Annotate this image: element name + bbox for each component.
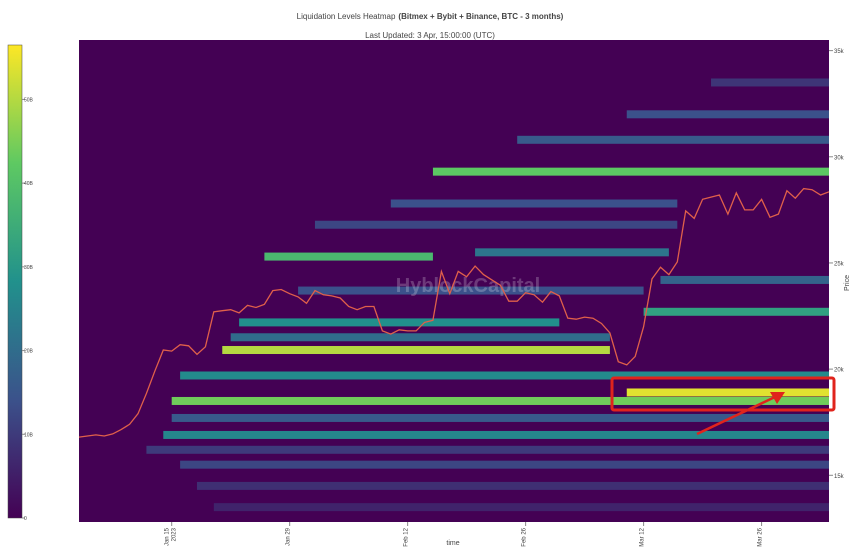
- x-tick-label: Feb 12: [404, 527, 410, 546]
- heat-cell: [298, 286, 644, 295]
- chart-title-group: Liquidation Levels Heatmap (Bitmex + Bybi…: [297, 12, 564, 21]
- heat-cell: [239, 318, 560, 327]
- heat-cell: [222, 346, 610, 355]
- heat-cell: [314, 220, 678, 229]
- heat-cell: [390, 199, 678, 208]
- x-tick-label: Mar 26: [758, 527, 764, 546]
- heat-cell: [711, 78, 829, 87]
- arrow-head: [770, 392, 785, 404]
- heat-cell: [171, 396, 829, 405]
- y-tick-label: 30k: [834, 155, 845, 161]
- heat-cell: [146, 445, 830, 454]
- heat-cell: [517, 135, 829, 144]
- heat-cell: [180, 460, 829, 469]
- x-tick-label: Jan 152023: [165, 527, 178, 546]
- plot-area: HyblockCapital: [78, 40, 830, 522]
- colorbar-tick-label: 40B: [24, 181, 34, 187]
- heat-cell: [626, 110, 829, 119]
- colorbar-tick-label: 0: [24, 516, 27, 522]
- heat-cell: [230, 333, 610, 342]
- heat-cell: [643, 307, 829, 316]
- x-tick-label: Mar 12: [640, 527, 646, 546]
- colorbar-tick-label: 10B: [24, 432, 34, 438]
- colorbar-tick-label: 50B: [24, 97, 34, 103]
- y-tick-label: 20k: [834, 368, 845, 374]
- heat-cell: [475, 248, 669, 257]
- colorbar-tick-label: 20B: [24, 349, 34, 355]
- arrow-shaft: [696, 395, 776, 436]
- colorbar: [7, 44, 23, 519]
- price-line: [78, 187, 830, 438]
- heat-cell: [180, 371, 829, 380]
- highlight-box: [610, 376, 836, 412]
- heat-cell: [163, 430, 830, 439]
- chart-subtitle: Last Updated: 3 Apr, 15:00:00 (UTC): [365, 31, 495, 40]
- chart-title: Liquidation Levels Heatmap: [297, 12, 396, 21]
- x-tick-label: Feb 26: [522, 527, 528, 546]
- watermark: HyblockCapital: [396, 275, 540, 297]
- heat-cell: [626, 388, 829, 397]
- y-axis-label: Price: [844, 275, 851, 291]
- y-tick-label: 25k: [834, 261, 845, 267]
- x-tick-label: Jan 29: [286, 527, 292, 546]
- heat-cell: [432, 167, 829, 176]
- y-tick-label: 35k: [834, 49, 845, 55]
- y-tick-label: 15k: [834, 474, 845, 480]
- colorbar-tick-label: 30B: [24, 265, 34, 271]
- x-axis-label: time: [446, 540, 459, 547]
- heat-cell: [660, 275, 829, 284]
- heat-cell: [264, 252, 433, 261]
- heat-cell: [213, 503, 829, 512]
- heat-cell: [196, 481, 829, 490]
- chart-title-bold: (Bitmex + Bybit + Binance, BTC - 3 month…: [398, 12, 563, 21]
- heat-cell: [171, 413, 829, 422]
- overlay: [610, 376, 836, 436]
